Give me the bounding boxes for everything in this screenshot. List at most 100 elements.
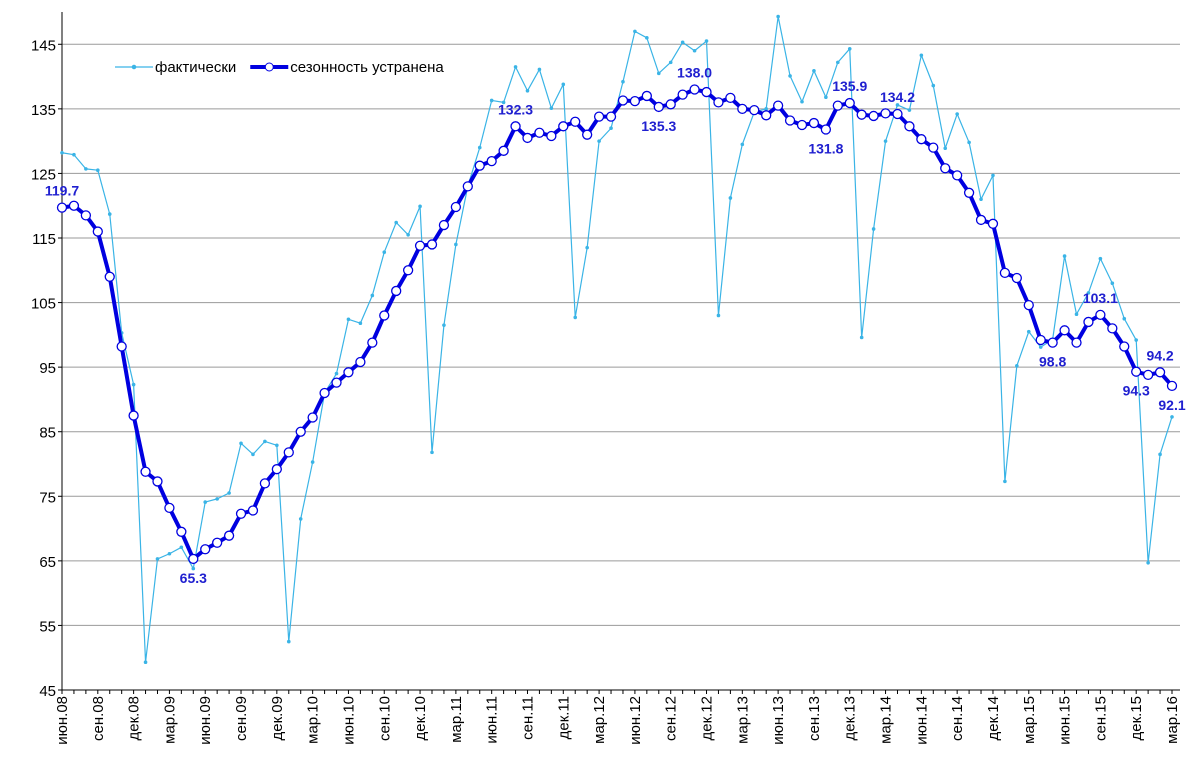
point: [107, 212, 112, 216]
point: [1166, 380, 1178, 392]
data-label: 134.2: [880, 89, 915, 105]
x-tick-label: июн.15: [1057, 696, 1074, 745]
point: [892, 108, 903, 120]
point: [764, 107, 768, 111]
point: [307, 412, 318, 423]
y-tick-label: 135: [31, 102, 56, 119]
point: [832, 100, 843, 111]
x-tick-label: сен.08: [90, 696, 107, 741]
point: [955, 112, 959, 116]
point: [1023, 300, 1034, 311]
point: [573, 315, 578, 320]
point: [749, 104, 760, 116]
point: [239, 441, 243, 446]
point: [633, 29, 637, 34]
point: [188, 553, 199, 565]
point: [963, 187, 975, 198]
x-tick-label: мар.14: [878, 696, 895, 744]
point: [788, 74, 792, 78]
point: [1011, 272, 1022, 284]
point: [931, 83, 936, 88]
point: [570, 116, 581, 127]
data-label: 135.3: [641, 118, 676, 134]
point: [1098, 256, 1103, 261]
point: [489, 98, 494, 103]
x-tick-label: сен.14: [949, 696, 966, 741]
point: [84, 167, 88, 171]
point: [812, 68, 816, 73]
point: [537, 67, 542, 72]
point: [668, 60, 673, 65]
point: [143, 660, 148, 665]
point: [319, 387, 330, 399]
point: [1086, 291, 1091, 295]
data-label: 94.3: [1123, 383, 1150, 399]
point: [836, 60, 840, 65]
point: [1062, 254, 1067, 258]
data-label: 132.3: [498, 101, 533, 117]
x-tick-label: дек.13: [842, 696, 859, 741]
data-label: 119.7: [45, 183, 79, 199]
y-tick-label: 65: [39, 554, 56, 571]
point: [761, 110, 772, 121]
point: [406, 232, 410, 237]
point: [450, 201, 462, 213]
point: [979, 197, 983, 202]
point: [656, 71, 661, 76]
point: [355, 356, 366, 368]
point: [621, 79, 625, 84]
x-tick-label: мар.11: [448, 696, 465, 743]
point: [283, 447, 294, 458]
point: [334, 371, 339, 376]
point: [474, 160, 485, 171]
point: [176, 526, 187, 537]
point: [501, 100, 506, 105]
point: [940, 163, 951, 174]
point: [191, 566, 196, 571]
point: [943, 146, 948, 151]
point: [513, 65, 518, 69]
x-tick-label: сен.12: [663, 696, 680, 741]
point: [104, 271, 115, 282]
point: [916, 134, 927, 145]
point: [772, 100, 784, 111]
point: [558, 121, 569, 132]
point: [1003, 479, 1007, 484]
point: [358, 321, 363, 326]
y-tick-label: 95: [39, 360, 56, 377]
data-label: 131.8: [808, 141, 843, 157]
point: [907, 108, 912, 112]
data-label: 135.9: [832, 78, 867, 94]
point: [609, 126, 613, 131]
point: [391, 285, 402, 297]
point: [716, 313, 721, 318]
point: [880, 108, 891, 119]
legend-marker: [131, 64, 137, 70]
point: [263, 439, 267, 444]
point: [883, 139, 888, 143]
point: [689, 84, 700, 95]
point: [895, 103, 900, 107]
y-tick-label: 55: [39, 618, 56, 635]
point: [617, 95, 629, 106]
point: [1154, 367, 1166, 378]
point: [847, 47, 852, 51]
point: [919, 53, 924, 58]
x-tick-label: мар.13: [734, 696, 751, 744]
point: [426, 239, 438, 250]
point: [1122, 316, 1127, 321]
point: [402, 265, 414, 276]
point: [737, 103, 748, 115]
y-tick-label: 75: [39, 489, 56, 506]
point: [152, 476, 163, 487]
x-tick-label: сен.09: [233, 696, 250, 741]
point: [1110, 281, 1115, 286]
point: [1107, 323, 1118, 334]
point: [692, 48, 697, 53]
point: [975, 214, 987, 226]
x-tick-label: июн.12: [627, 696, 644, 745]
point: [740, 142, 745, 147]
point: [701, 86, 712, 98]
point: [462, 181, 473, 192]
point: [394, 220, 398, 225]
